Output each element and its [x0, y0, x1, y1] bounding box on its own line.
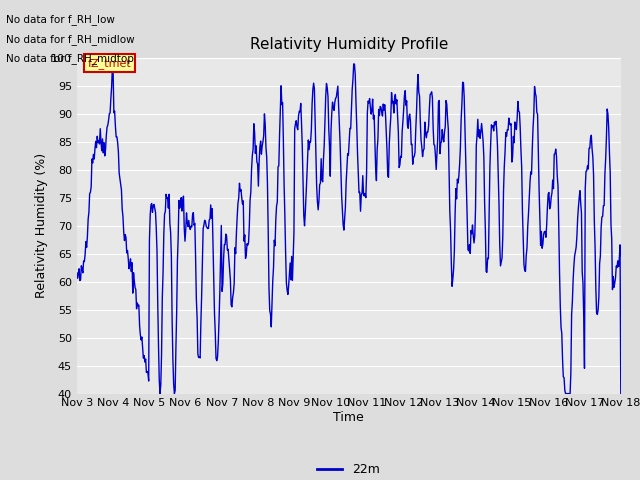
Text: No data for f_RH_midlow: No data for f_RH_midlow — [6, 34, 135, 45]
22m — [433, 167, 440, 172]
Title: Relativity Humidity Profile: Relativity Humidity Profile — [250, 37, 448, 52]
Text: No data for f_RH_low: No data for f_RH_low — [6, 14, 115, 25]
22m — [223, 247, 231, 253]
22m — [83, 244, 90, 250]
22m — [156, 391, 164, 396]
Legend: 22m: 22m — [312, 458, 385, 480]
Text: fZ_tmet: fZ_tmet — [88, 58, 131, 69]
Line: 22m: 22m — [77, 64, 621, 394]
22m — [139, 344, 147, 350]
Y-axis label: Relativity Humidity (%): Relativity Humidity (%) — [35, 153, 48, 298]
Text: No data for f_RH_midtop: No data for f_RH_midtop — [6, 53, 134, 64]
22m — [350, 61, 358, 67]
X-axis label: Time: Time — [333, 411, 364, 424]
22m — [195, 355, 202, 360]
22m — [617, 391, 625, 396]
22m — [73, 270, 81, 276]
22m — [417, 119, 424, 124]
